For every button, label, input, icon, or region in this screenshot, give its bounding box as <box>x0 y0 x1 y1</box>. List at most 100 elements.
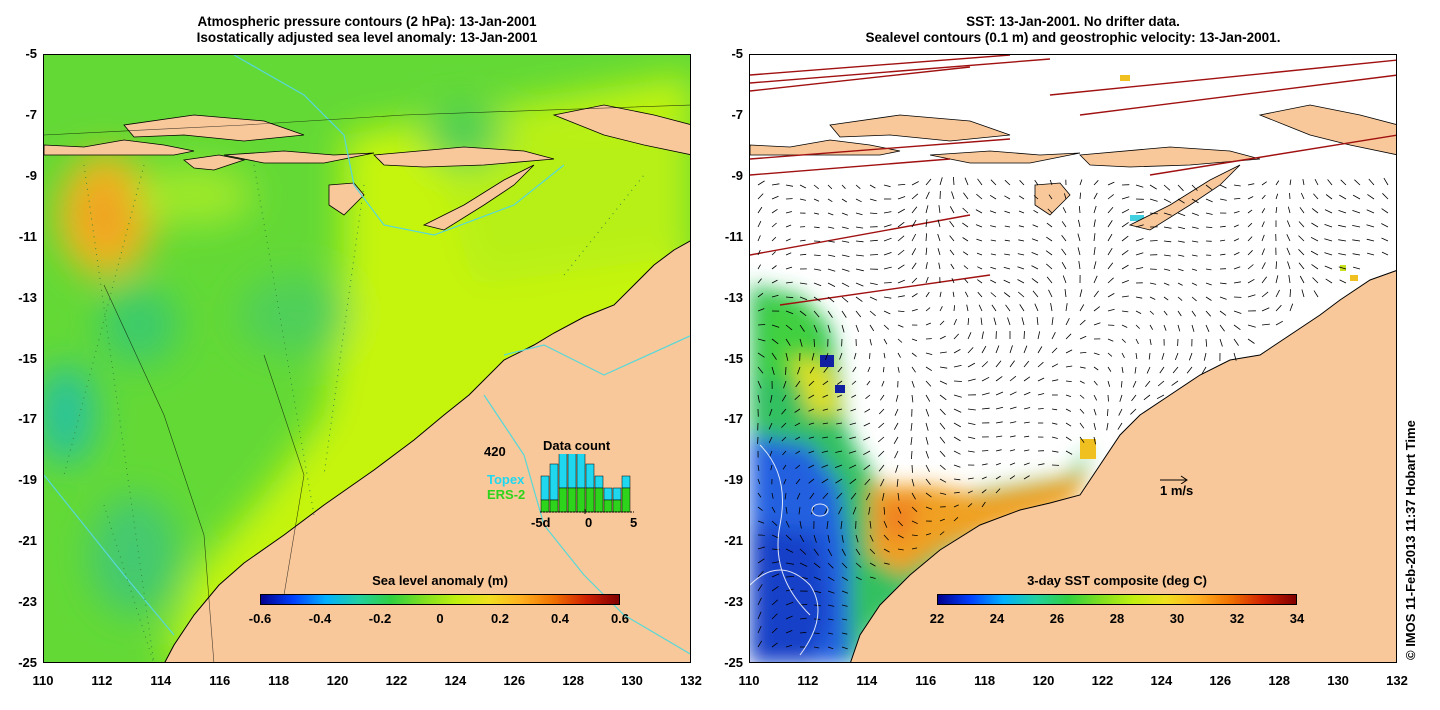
velocity-vector <box>841 240 850 243</box>
left-panel-title: Atmospheric pressure contours (2 hPa): 1… <box>42 14 692 46</box>
velocity-vector <box>1275 180 1280 186</box>
velocity-vector <box>808 394 815 399</box>
velocity-vector <box>1107 293 1115 298</box>
topex-bar <box>612 487 622 501</box>
left-lat-tick: -19 <box>18 472 37 488</box>
velocity-vector <box>1205 296 1212 301</box>
velocity-vector <box>939 291 942 298</box>
velocity-vector <box>1324 224 1333 228</box>
velocity-vector <box>1338 210 1347 214</box>
velocity-vector <box>822 394 829 398</box>
velocity-vector <box>911 464 913 473</box>
velocity-vector <box>1107 338 1114 342</box>
velocity-vector <box>949 249 955 256</box>
velocity-vector <box>1163 212 1172 216</box>
velocity-vector <box>811 352 815 361</box>
velocity-vector <box>869 296 878 301</box>
velocity-vector <box>841 548 846 556</box>
velocity-vector <box>911 181 919 186</box>
velocity-vector <box>1144 380 1151 387</box>
velocity-vector <box>809 492 815 500</box>
velocity-vector <box>1247 338 1255 344</box>
velocity-vector <box>1118 408 1123 416</box>
velocity-vector <box>911 380 915 388</box>
velocity-vector <box>1037 408 1044 410</box>
velocity-vector <box>911 352 917 357</box>
topex-bar <box>621 475 631 489</box>
velocity-vector <box>1009 475 1016 480</box>
velocity-vector <box>1050 303 1053 312</box>
velocity-vector <box>785 506 788 514</box>
velocity-vector <box>771 251 776 256</box>
velocity-vector <box>841 324 845 333</box>
velocity-vector <box>1163 226 1172 229</box>
velocity-vector <box>1003 292 1011 298</box>
velocity-vector <box>1009 391 1017 396</box>
right-lon-tick: 118 <box>974 673 996 688</box>
velocity-vector <box>869 324 875 332</box>
velocity-vector <box>1037 346 1043 354</box>
velocity-vector <box>989 194 997 200</box>
velocity-vector <box>1261 276 1268 284</box>
velocity-vector <box>869 212 878 214</box>
velocity-vector <box>939 380 948 385</box>
velocity-vector <box>1121 235 1129 242</box>
velocity-vector <box>1366 238 1375 242</box>
velocity-vector <box>967 503 973 508</box>
velocity-vector <box>757 546 766 550</box>
sst-geostrophic-map[interactable] <box>749 54 1397 663</box>
velocity-vector <box>976 238 983 242</box>
velocity-vector <box>799 534 805 543</box>
sst-colorbar <box>937 594 1297 605</box>
topex-bar <box>603 487 613 501</box>
velocity-vector <box>1051 332 1056 340</box>
velocity-vector <box>925 408 930 417</box>
bathymetry-contours <box>44 55 690 655</box>
geostrophic-velocity-vectors <box>757 176 1389 650</box>
velocity-vector <box>1148 352 1151 360</box>
right-title-line2: Sealevel contours (0.1 m) and geostrophi… <box>865 30 1281 45</box>
velocity-vector <box>991 304 997 312</box>
velocity-vector <box>1247 324 1256 328</box>
velocity-vector <box>1311 222 1319 228</box>
velocity-vector <box>769 408 773 417</box>
velocity-vector <box>785 352 789 361</box>
velocity-vector <box>981 407 990 410</box>
velocity-vector <box>1352 210 1361 214</box>
velocity-vector <box>897 506 902 514</box>
velocity-vector <box>883 520 888 528</box>
velocity-vector <box>953 517 959 522</box>
velocity-vector <box>757 464 760 471</box>
velocity-vector <box>781 408 787 415</box>
velocity-vector <box>1219 184 1227 189</box>
velocity-vector <box>1131 394 1137 402</box>
velocity-vector <box>1233 324 1241 331</box>
velocity-vector <box>1037 463 1045 466</box>
velocity-vector <box>785 534 792 541</box>
velocity-vector <box>1247 196 1254 200</box>
left-lon-tick: 130 <box>621 673 643 688</box>
velocity-vector <box>811 506 815 515</box>
velocity-vector <box>1149 184 1157 190</box>
sea-level-colorbar-tick: -0.2 <box>368 611 392 626</box>
velocity-vector <box>977 291 983 298</box>
velocity-vector <box>771 265 777 270</box>
velocity-vector <box>967 332 972 340</box>
topex-bar <box>594 475 604 489</box>
velocity-vector <box>1366 252 1375 256</box>
velocity-vector <box>1065 349 1073 354</box>
data-count-histogram <box>540 454 634 514</box>
velocity-vector <box>1023 462 1030 466</box>
velocity-vector <box>1205 324 1210 332</box>
right-lon-tick: 122 <box>1091 673 1114 688</box>
left-lat-tick: -13 <box>18 289 37 305</box>
topex-bar <box>567 454 577 489</box>
sea-level-anomaly-map[interactable] <box>43 54 691 663</box>
velocity-vector <box>1062 275 1067 284</box>
ers2-bar <box>549 499 559 513</box>
left-lat-tick: -25 <box>18 655 37 670</box>
velocity-vector <box>1191 282 1198 286</box>
velocity-vector <box>1287 206 1291 214</box>
velocity-vector <box>1177 198 1185 204</box>
velocity-vector <box>897 196 906 200</box>
